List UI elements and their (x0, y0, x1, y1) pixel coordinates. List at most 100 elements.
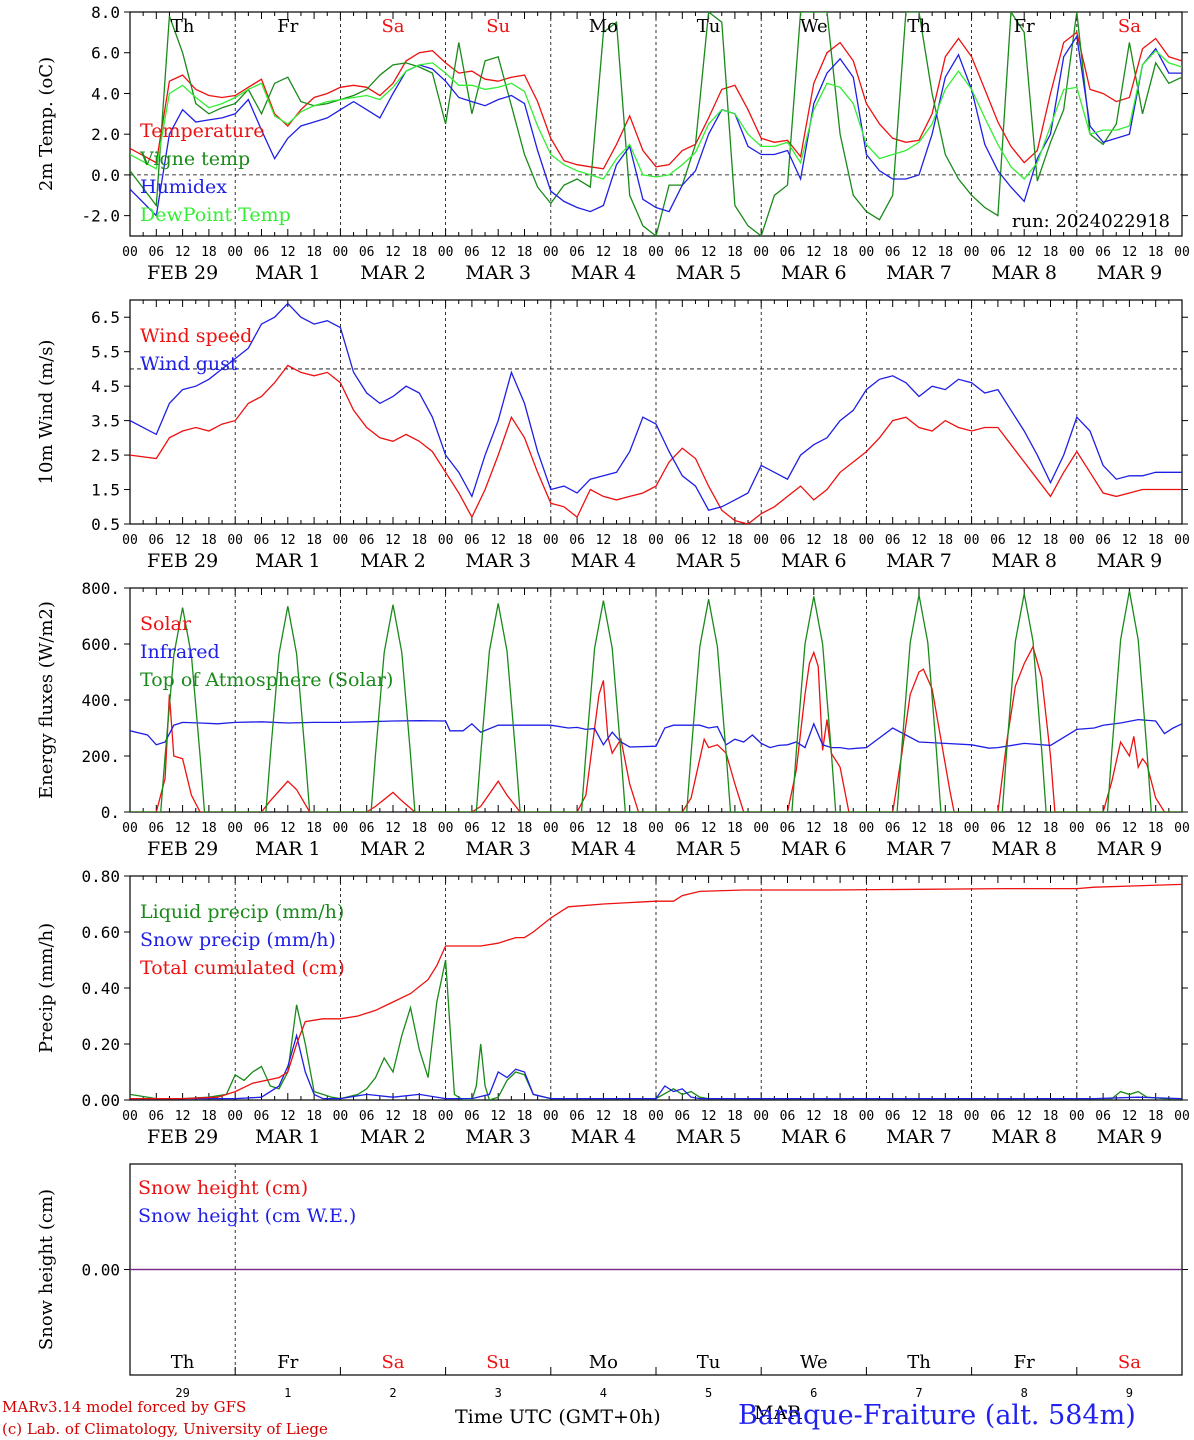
hour-label: 18 (622, 245, 638, 260)
hour-label: 18 (937, 821, 953, 836)
hour-label: 06 (254, 533, 270, 548)
date-label: MAR 8 (991, 262, 1057, 284)
hour-label: 06 (464, 245, 480, 260)
day-of-week-label: Fr (277, 1352, 298, 1373)
y-tick-label: 0.0 (91, 166, 120, 185)
date-label: MAR 6 (781, 262, 847, 284)
hour-label: 06 (1095, 533, 1111, 548)
legend-entry: Infrared (140, 641, 220, 663)
day-of-week-label: Th (907, 1352, 931, 1373)
hour-label: 06 (1095, 245, 1111, 260)
hour-label: 06 (254, 1109, 270, 1124)
y-tick-label: 8.0 (91, 3, 120, 22)
day-of-week-label: Mo (589, 1352, 618, 1373)
hour-label: 18 (727, 821, 743, 836)
hour-label: 00 (438, 245, 454, 260)
hour-label: 00 (438, 821, 454, 836)
y-tick-label: 6.5 (91, 308, 120, 327)
date-label: MAR 6 (781, 838, 847, 860)
hour-label: 00 (859, 821, 875, 836)
hour-label: 18 (622, 1109, 638, 1124)
day-number-label: 4 (600, 1386, 607, 1400)
y-tick-label: 600. (81, 635, 120, 654)
date-label: FEB 29 (147, 1126, 218, 1148)
hour-label: 12 (911, 1109, 927, 1124)
y-tick-label: 3.5 (91, 412, 120, 431)
hour-label: 00 (122, 1109, 138, 1124)
hour-label: 12 (1016, 1109, 1032, 1124)
day-of-week-label: Sa (1118, 16, 1141, 37)
date-label: MAR 2 (360, 1126, 426, 1148)
date-label: MAR 4 (571, 550, 637, 572)
hour-label: 12 (490, 821, 506, 836)
date-label: MAR 7 (886, 550, 952, 572)
hour-label: 18 (1043, 245, 1059, 260)
hour-label: 18 (306, 533, 322, 548)
day-number-label: 29 (175, 1386, 189, 1400)
hour-label: 06 (148, 1109, 164, 1124)
hour-label: 18 (411, 1109, 427, 1124)
day-of-week-label: Sa (1118, 1352, 1141, 1373)
hour-label: 00 (964, 533, 980, 548)
hour-label: 00 (227, 821, 243, 836)
hour-label: 06 (674, 821, 690, 836)
date-label: MAR 2 (360, 838, 426, 860)
date-label: MAR 8 (991, 1126, 1057, 1148)
hour-label: 06 (359, 245, 375, 260)
hour-label: 00 (438, 533, 454, 548)
hour-label: 06 (674, 533, 690, 548)
date-label: MAR 7 (886, 838, 952, 860)
y-axis-label: Precip (mm/h) (36, 923, 57, 1053)
hour-label: 00 (1069, 821, 1085, 836)
hour-label: 12 (490, 245, 506, 260)
day-of-week-label: We (800, 1352, 828, 1373)
hour-label: 00 (859, 245, 875, 260)
y-axis-label: 10m Wind (m/s) (36, 340, 57, 485)
y-axis-label: 2m Temp. (oC) (36, 57, 57, 191)
hour-label: 18 (832, 533, 848, 548)
hour-label: 06 (254, 245, 270, 260)
date-label: MAR 7 (886, 262, 952, 284)
hour-label: 12 (596, 1109, 612, 1124)
hour-label: 06 (885, 821, 901, 836)
hour-label: 00 (122, 821, 138, 836)
hour-label: 00 (543, 245, 559, 260)
hour-label: 12 (1016, 533, 1032, 548)
hour-label: 06 (674, 245, 690, 260)
hour-label: 18 (517, 1109, 533, 1124)
y-tick-label: 2.0 (91, 125, 120, 144)
date-label: FEB 29 (147, 838, 218, 860)
hour-label: 06 (674, 1109, 690, 1124)
date-label: MAR 6 (781, 550, 847, 572)
panel-0: 2m Temp. (oC) (36, 11, 1188, 237)
hour-label: 18 (832, 1109, 848, 1124)
hour-label: 12 (385, 821, 401, 836)
date-label: MAR 1 (255, 550, 321, 572)
time-axis-label: Time UTC (GMT+0h) (455, 1406, 661, 1428)
hour-label: 12 (1122, 1109, 1138, 1124)
date-label: MAR 3 (465, 838, 531, 860)
y-tick-label: 1.5 (91, 481, 120, 500)
hour-label: 18 (411, 821, 427, 836)
day-number-label: 8 (1021, 1386, 1028, 1400)
hour-label: 06 (359, 821, 375, 836)
hour-label: 12 (911, 533, 927, 548)
hour-label: 06 (569, 533, 585, 548)
y-tick-label: 0.60 (81, 923, 120, 942)
hour-label: 06 (780, 245, 796, 260)
date-label: MAR 7 (886, 1126, 952, 1148)
series-line-temperature (130, 31, 1182, 170)
hour-label: 12 (806, 245, 822, 260)
day-of-week-label: Mo (589, 16, 618, 37)
hour-label: 00 (648, 821, 664, 836)
hour-label: 18 (1043, 533, 1059, 548)
date-label: MAR 9 (1097, 1126, 1163, 1148)
hour-label: 06 (148, 533, 164, 548)
hour-label: 12 (701, 245, 717, 260)
y-tick-label: 0.80 (81, 867, 120, 886)
hour-label: 12 (490, 1109, 506, 1124)
hour-label: 12 (806, 821, 822, 836)
hour-label: 06 (780, 533, 796, 548)
hour-label: 00 (964, 1109, 980, 1124)
hour-label: 06 (885, 1109, 901, 1124)
